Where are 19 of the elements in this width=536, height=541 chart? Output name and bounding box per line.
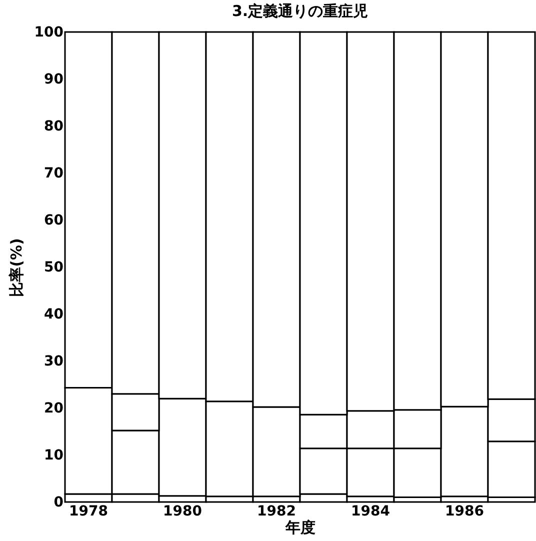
x-tick-label: 1984 (351, 504, 390, 520)
y-tick-label: 70 (44, 166, 64, 182)
y-tick-label: 30 (44, 354, 64, 370)
y-tick-label: 0 (54, 494, 64, 510)
y-tick-label: 60 (44, 212, 64, 228)
y-axis-title: 比率(%) (7, 238, 26, 297)
y-tick-label: 20 (44, 400, 64, 416)
x-axis-title: 年度 (284, 518, 316, 536)
x-tick-label: 1986 (445, 504, 484, 520)
y-tick-label: 90 (44, 72, 64, 88)
y-tick-label: 10 (44, 448, 64, 464)
y-tick-label: 80 (44, 118, 64, 134)
x-tick-label: 1982 (257, 504, 296, 520)
x-tick-label: 1980 (163, 504, 202, 520)
chart-title: 3.定義通りの重症児 (232, 2, 368, 20)
y-tick-label: 40 (44, 306, 64, 322)
y-tick-label: 100 (34, 24, 64, 40)
x-tick-label: 1978 (69, 504, 108, 520)
y-tick-label: 50 (44, 260, 64, 276)
